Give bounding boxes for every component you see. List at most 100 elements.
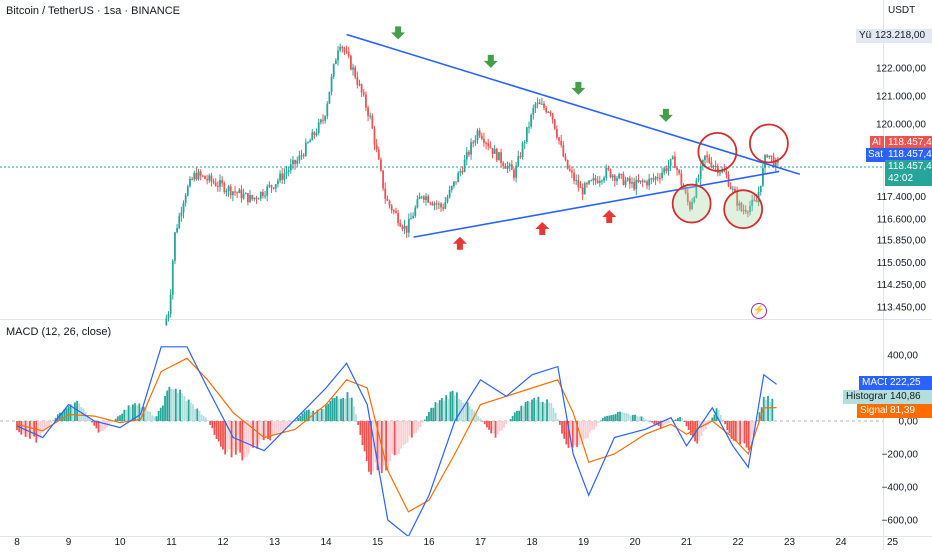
candle-body [498,152,500,160]
histogram-bar [209,421,211,425]
candle-body [406,226,408,233]
candle-body [322,120,324,121]
lightning-icon[interactable]: ⚡ [751,303,767,319]
histogram-bar [735,421,737,441]
price-tick-label: 121.000,00 [876,91,926,102]
currency-label[interactable]: USDT [888,5,915,16]
candle-body [552,113,554,119]
candle-body [616,178,618,181]
candle-body [187,186,189,195]
histogram-bar [207,420,209,421]
candle-body [427,196,429,202]
macd-title[interactable]: MACD (12, 26, close) [6,326,111,338]
histogram-bar [634,415,636,421]
histogram-bar [319,411,321,421]
candle-body [339,47,341,51]
candle-body [307,142,309,143]
high-value: 123.218,00 [875,30,925,41]
histogram-bar [563,421,565,439]
candle-body [165,318,167,325]
histogram-bar [722,420,724,421]
histogram-bar [254,421,256,445]
candle-body [590,180,592,181]
price-tick-label: 122.000,00 [876,64,926,75]
histogram-bar [27,421,29,436]
candle-body [592,178,594,180]
candle-body [517,156,519,166]
histogram-bar [617,412,619,421]
histogram-bar [188,400,190,421]
histogram-bar [677,418,679,421]
x-tick-label: 8 [14,537,20,548]
candle-body [477,131,479,141]
histogram-bar [636,416,638,421]
candle-body [234,191,236,192]
candle-body [348,52,350,56]
candle-body [243,194,245,198]
histogram-bar [183,396,185,421]
candle-body [350,56,352,70]
candle-body [292,160,294,164]
histogram-bar [340,399,342,421]
candle-body [554,119,556,128]
candle-body [423,196,425,199]
candle-body [335,60,337,64]
candle-body [185,195,187,203]
candle-body [492,148,494,154]
candle-body [485,143,487,144]
histogram-bar [404,421,406,445]
candle-body [766,155,768,157]
histogram-bar [136,405,138,421]
candle-body [408,219,410,233]
candle-body [638,180,640,182]
histogram-bar [198,411,200,421]
candle-body [198,172,200,180]
signal-value-badge: 81,39 [887,404,932,418]
histogram-bar [321,409,323,421]
candle-body [524,142,526,143]
candle-body [253,198,255,199]
candle-body [371,116,373,129]
histogram-bar [259,421,261,443]
candle-body [442,207,444,208]
x-tick-label: 12 [217,537,229,548]
histogram-bar [441,398,443,421]
histogram-bar [158,411,160,421]
candle-body [337,51,339,61]
buy-label: Al [872,137,881,148]
candle-body [648,179,650,186]
candle-body [627,178,629,180]
histogram-bar [696,421,698,444]
candle-body [603,178,605,181]
histogram-bar [304,411,306,421]
candle-body [333,64,335,77]
histogram-bar [224,421,226,454]
macd-tick-label: −400,00 [882,483,919,494]
histogram-bar [559,421,561,425]
histogram-bar [469,406,471,421]
candle-body [329,92,331,104]
histogram-bar [265,421,267,438]
histogram-bar [542,402,544,421]
histogram-bar [168,387,170,421]
candle-body [266,186,268,195]
candle-body [526,127,528,142]
candle-body [367,108,369,116]
histogram-bar [334,398,336,421]
candle-body [232,191,234,195]
candle-body [543,104,545,108]
candle-body [496,149,498,160]
histogram-bar [632,415,634,421]
sell-label: Sat [868,149,883,160]
histogram-bar [336,396,338,421]
histogram-bar [80,407,82,421]
histogram-bar [282,421,284,431]
candle-body [395,211,397,213]
histogram-bar [409,421,411,436]
histogram-bar [679,417,681,421]
candle-body [301,155,303,156]
hist-value: 140,86 [890,391,921,402]
histogram-bar [347,392,349,421]
